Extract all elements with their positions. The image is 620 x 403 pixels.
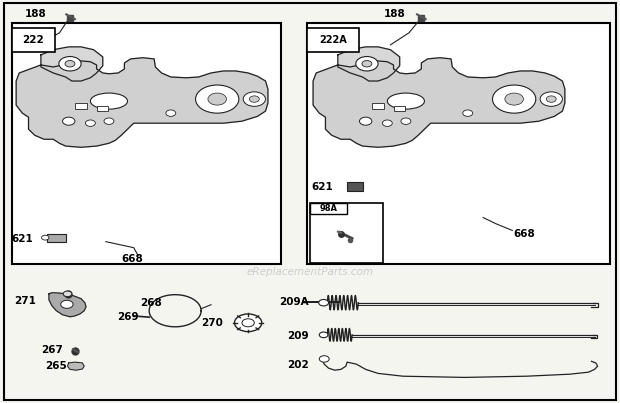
Circle shape <box>505 93 523 105</box>
Text: 621: 621 <box>12 234 33 244</box>
Bar <box>12 23 281 264</box>
Ellipse shape <box>388 93 425 109</box>
Circle shape <box>243 92 265 106</box>
Text: 269: 269 <box>117 312 139 322</box>
Text: 270: 270 <box>202 318 223 328</box>
Polygon shape <box>68 362 84 370</box>
Circle shape <box>234 314 262 332</box>
Circle shape <box>360 117 372 125</box>
Bar <box>372 103 384 109</box>
Polygon shape <box>313 58 565 147</box>
Circle shape <box>195 85 239 113</box>
Text: 98A: 98A <box>319 204 337 213</box>
Circle shape <box>61 300 73 308</box>
Circle shape <box>540 92 562 106</box>
Text: 209: 209 <box>287 331 309 341</box>
Text: 621: 621 <box>312 182 334 192</box>
Circle shape <box>208 93 226 105</box>
Circle shape <box>242 319 254 327</box>
Bar <box>394 106 405 111</box>
Polygon shape <box>16 58 268 147</box>
Bar <box>47 234 66 243</box>
Text: 209A: 209A <box>279 297 309 307</box>
Bar <box>97 106 108 111</box>
Circle shape <box>65 60 75 67</box>
Circle shape <box>401 118 411 125</box>
Polygon shape <box>41 47 103 81</box>
Bar <box>310 203 383 262</box>
Circle shape <box>546 96 556 102</box>
Circle shape <box>356 56 378 71</box>
Polygon shape <box>338 47 400 81</box>
Circle shape <box>166 110 175 116</box>
Bar <box>347 182 363 191</box>
Circle shape <box>86 120 95 127</box>
Ellipse shape <box>91 93 128 109</box>
Bar <box>75 103 87 109</box>
Text: 265: 265 <box>45 361 67 371</box>
Text: 268: 268 <box>141 298 162 308</box>
Circle shape <box>319 332 328 338</box>
Bar <box>307 23 610 264</box>
Circle shape <box>383 120 392 127</box>
Circle shape <box>319 299 329 306</box>
Bar <box>307 27 360 52</box>
Circle shape <box>319 356 329 362</box>
Text: 202: 202 <box>287 360 309 370</box>
Circle shape <box>249 96 259 102</box>
Text: 188: 188 <box>384 8 405 19</box>
Text: 668: 668 <box>122 254 143 264</box>
Bar <box>12 27 55 52</box>
Circle shape <box>42 235 49 240</box>
Text: 222: 222 <box>22 35 45 45</box>
Text: 222A: 222A <box>319 35 347 45</box>
Polygon shape <box>49 293 86 317</box>
Circle shape <box>492 85 536 113</box>
Text: 267: 267 <box>41 345 63 355</box>
Text: 188: 188 <box>25 8 47 19</box>
Circle shape <box>63 291 72 297</box>
Circle shape <box>463 110 472 116</box>
Circle shape <box>104 118 114 125</box>
Text: 668: 668 <box>513 229 534 239</box>
Bar <box>310 203 347 214</box>
Text: eReplacementParts.com: eReplacementParts.com <box>246 267 374 277</box>
Circle shape <box>63 117 75 125</box>
Circle shape <box>362 60 372 67</box>
Text: 271: 271 <box>14 296 36 306</box>
Circle shape <box>59 56 81 71</box>
